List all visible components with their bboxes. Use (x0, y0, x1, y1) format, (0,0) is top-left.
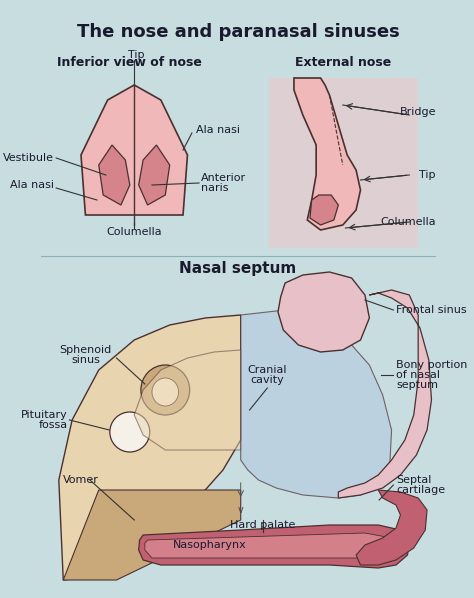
Text: Ala nasi: Ala nasi (10, 180, 55, 190)
Text: Tip: Tip (419, 170, 436, 180)
Text: Inferior view of nose: Inferior view of nose (57, 56, 202, 69)
Text: cartilage: cartilage (396, 485, 445, 495)
Ellipse shape (141, 365, 190, 415)
Text: Cranial: Cranial (247, 365, 287, 375)
Text: External nose: External nose (295, 56, 391, 69)
Text: cavity: cavity (250, 375, 284, 385)
Text: Ala nasi: Ala nasi (196, 125, 240, 135)
Text: Vomer: Vomer (63, 475, 99, 485)
Text: Columella: Columella (380, 217, 436, 227)
Polygon shape (294, 78, 361, 230)
Text: Bridge: Bridge (400, 107, 436, 117)
Ellipse shape (152, 378, 179, 406)
Text: Septal: Septal (396, 475, 431, 485)
Text: Pituitary: Pituitary (21, 410, 68, 420)
Text: septum: septum (396, 380, 438, 390)
Text: Frontal sinus: Frontal sinus (396, 305, 466, 315)
Text: Hard palate: Hard palate (230, 520, 296, 530)
Ellipse shape (110, 412, 150, 452)
Text: of nasal: of nasal (396, 370, 440, 380)
Polygon shape (81, 85, 188, 215)
Polygon shape (269, 78, 418, 248)
Text: Columella: Columella (107, 227, 162, 237)
Text: Sphenoid: Sphenoid (59, 345, 111, 355)
Text: The nose and paranasal sinuses: The nose and paranasal sinuses (77, 23, 400, 41)
Polygon shape (338, 290, 431, 498)
Polygon shape (139, 145, 170, 205)
Polygon shape (278, 272, 369, 352)
Text: Vestibule: Vestibule (3, 153, 55, 163)
Text: naris: naris (201, 183, 228, 193)
Polygon shape (310, 195, 338, 225)
Polygon shape (63, 490, 241, 580)
Polygon shape (356, 490, 427, 565)
Text: v: v (238, 505, 244, 515)
Text: Anterior: Anterior (201, 173, 246, 183)
Text: sinus: sinus (71, 355, 100, 365)
Text: Tip: Tip (128, 50, 144, 60)
Polygon shape (145, 533, 401, 558)
Polygon shape (59, 315, 241, 580)
Text: fossa: fossa (38, 420, 68, 430)
Text: Nasal septum: Nasal septum (180, 261, 297, 276)
Polygon shape (99, 145, 130, 205)
Polygon shape (134, 350, 241, 450)
Text: Nasopharynx: Nasopharynx (173, 540, 246, 550)
Polygon shape (139, 525, 410, 568)
Text: Bony portion: Bony portion (396, 360, 467, 370)
Polygon shape (241, 310, 392, 498)
